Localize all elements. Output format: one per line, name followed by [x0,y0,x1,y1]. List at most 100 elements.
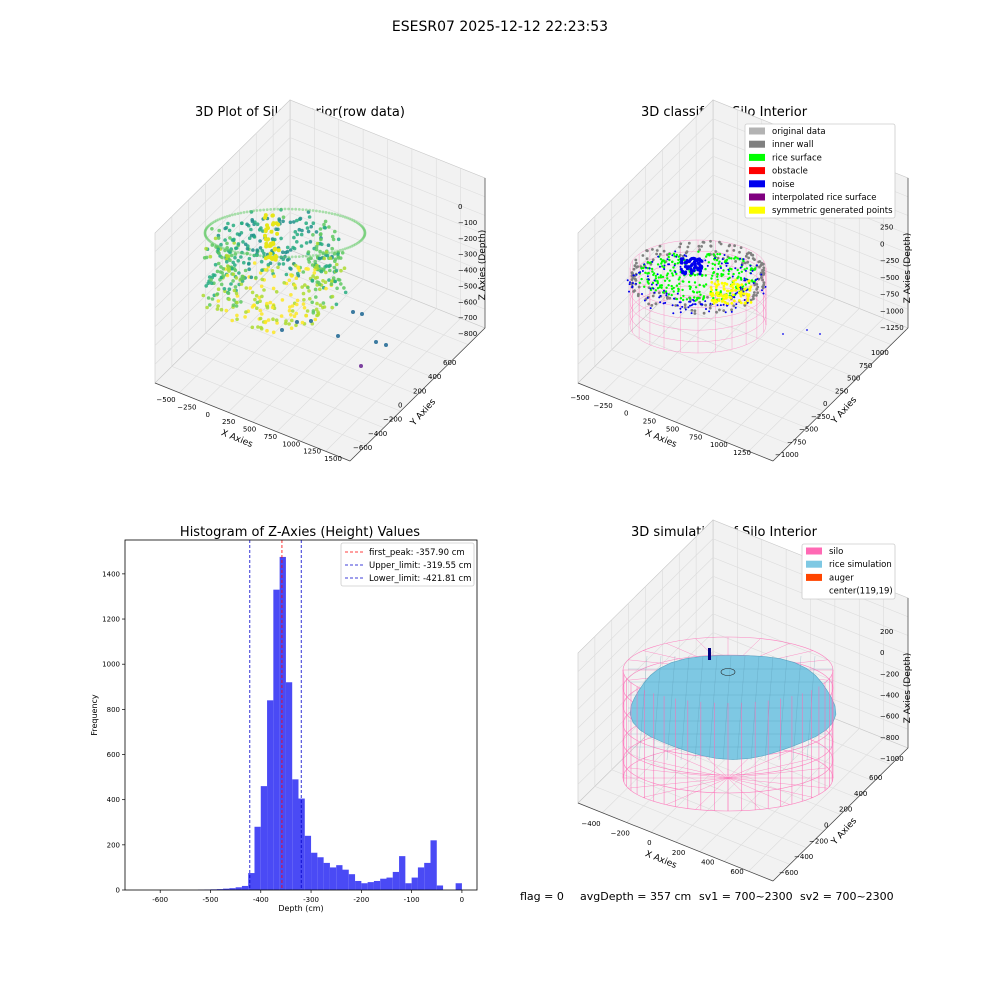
raw-point [292,246,297,251]
symmetric-point [722,284,726,288]
raw-peak-point [266,237,271,242]
noise-point [752,282,755,284]
raw-point [230,318,234,323]
raw-point [209,281,214,286]
noise-point [734,292,737,295]
z-tick-label: −400 [880,692,899,700]
symmetric-point [729,289,733,292]
inner-wall-point [755,287,759,291]
raw-point [294,276,299,281]
y-tick-label: 0 [824,822,828,830]
raw-point [323,280,328,285]
noise-point [676,292,679,295]
raw-point [236,259,240,263]
raw-point [302,306,307,310]
y-tick-label: 400 [854,790,867,798]
raw-point [289,313,293,317]
noise-point [657,255,660,258]
raw-point [339,268,343,273]
raw-point [245,246,250,251]
legend-swatch [749,140,765,148]
center-marker [720,668,736,676]
p1-grid-back-z [289,137,486,216]
inner-wall-point [662,249,666,253]
raw-ring-point [233,250,237,254]
histogram-bar [336,865,343,890]
raw-outlier-point [359,364,363,368]
raw-peak-point [263,215,267,220]
p2-grid-left-z [577,118,714,252]
raw-point [260,294,264,299]
z-tick-label: −1250 [880,324,904,332]
inner-wall-point [760,263,763,266]
rice-surface-point [689,274,692,277]
rice-surface-point [677,255,680,258]
histogram-bar [216,889,224,890]
panel4-auger [708,648,736,676]
p4-grid-back-z [712,575,909,655]
y-tick-label: 600 [443,359,456,367]
legend-label: Lower_limit: -421.81 cm [369,574,471,584]
inner-wall-point [753,258,756,261]
raw-point [251,248,255,252]
raw-point [245,222,249,227]
raw-peak-point [263,233,267,238]
raw-ring-point [242,252,246,256]
histogram-bar [317,857,324,890]
inner-wall-point [634,258,638,262]
noise-point [750,272,752,275]
z-tick-label: 0 [880,240,884,248]
inner-wall-point [752,297,755,301]
raw-point [234,304,239,308]
raw-point [329,279,334,284]
p4-grid-left-z [577,576,714,710]
raw-point [220,271,224,275]
symmetric-point [739,301,743,305]
raw-point [340,251,345,255]
p1-grid-left-z [154,137,291,271]
raw-point [248,286,252,290]
z-tick-label: −1000 [880,307,904,315]
histogram-bar [380,878,387,890]
stray-noise-point [806,329,808,331]
legend-swatch [749,180,765,188]
raw-point [276,265,280,270]
legend-swatch [749,153,765,161]
inner-wall-point [743,304,747,307]
y-tick-label: −250 [811,413,830,421]
raw-point [318,287,322,292]
raw-point [310,279,315,283]
rice-surface-point [668,258,671,262]
raw-point [290,309,295,313]
noise-point [746,288,749,291]
inner-wall-point [738,250,741,254]
y-tick-label: 600 [107,751,120,759]
raw-point [292,220,296,224]
raw-point [330,246,335,251]
raw-point [235,313,239,318]
y-tick-label: 750 [859,362,872,370]
noise-point [632,274,635,277]
rice-surface-point [716,252,719,256]
rice-surface-point [667,255,670,259]
noise-point [744,279,747,282]
raw-point [290,304,295,308]
histogram-bar [223,888,230,890]
inner-wall-point [718,240,721,244]
inner-wall-point [702,311,706,315]
p1-grid-back-z [289,118,486,198]
histogram-bar [229,888,236,890]
raw-point [309,224,314,229]
raw-ring-point [236,212,240,216]
raw-point [308,297,312,301]
p4-grid-floor-y [645,736,841,815]
raw-point [216,304,220,308]
symmetric-point [730,301,734,305]
noise-point [684,308,687,311]
inner-wall-point [714,250,718,253]
raw-point [295,240,299,244]
raw-point [281,219,285,224]
noise-point [626,279,629,282]
x-tick-label: 1250 [733,449,751,457]
y-tick-label: 1400 [102,570,120,578]
